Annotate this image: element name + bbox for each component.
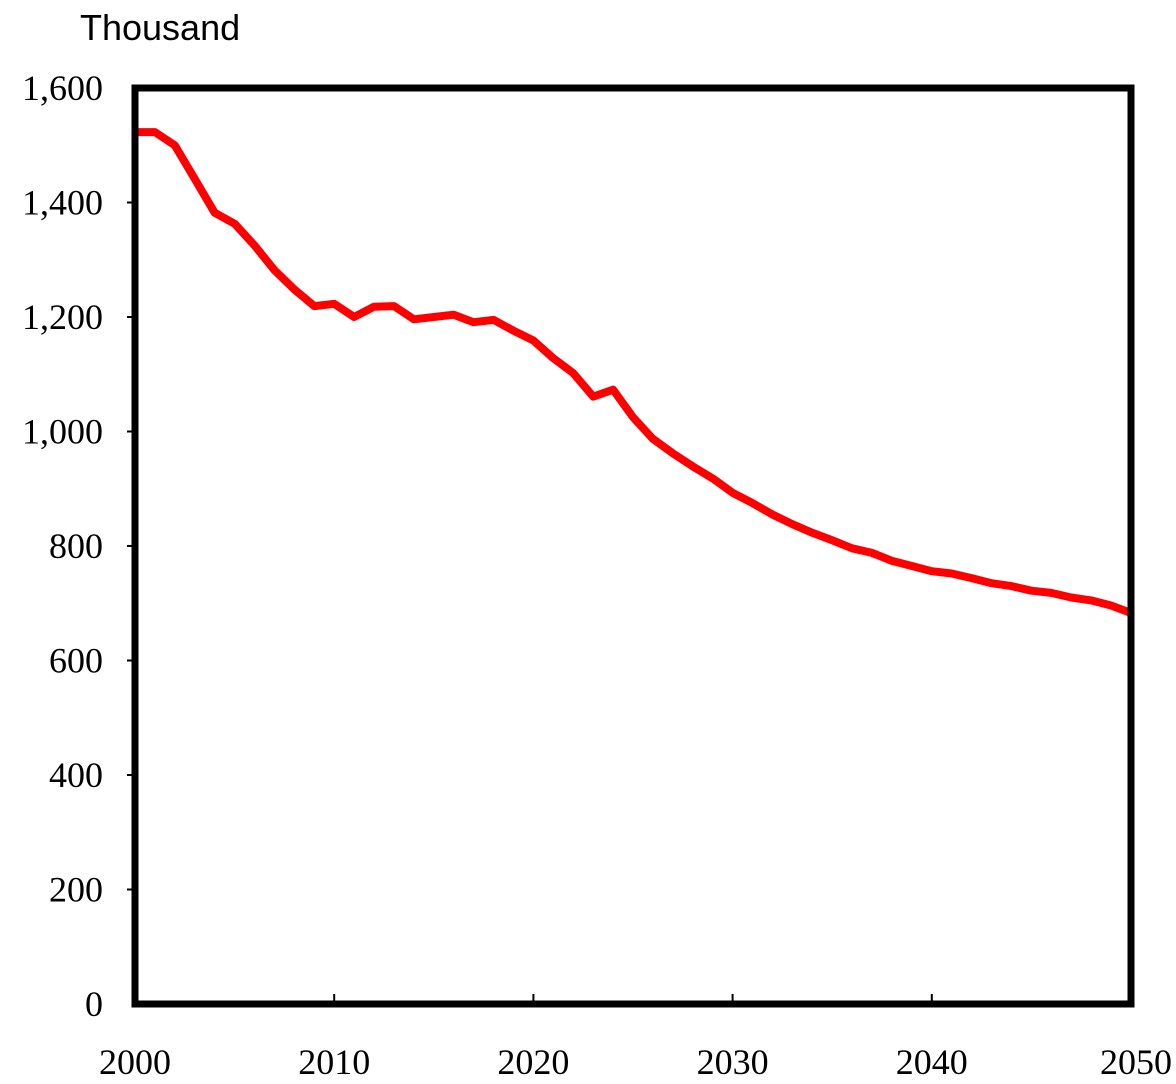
series-line [135,128,1133,617]
y-tick-label: 1,000 [22,412,103,452]
y-tick-label: 600 [49,641,103,681]
x-axis: 2000 2010 2020 2030 2040 2050 [99,994,1172,1082]
x-tick-label: 2020 [497,1042,569,1082]
x-tick-label: 2040 [896,1042,968,1082]
x-tick-label: 2010 [298,1042,370,1082]
y-tick-label: 800 [49,526,103,566]
y-unit-label: Thousand [80,7,240,48]
y-tick-label: 1,400 [22,183,103,223]
plot-frame [131,84,1135,1008]
x-tick-label: 2000 [99,1042,171,1082]
y-tick-label: 400 [49,755,103,795]
y-axis: 0 200 400 600 800 1,000 1,200 1,400 1,600 [22,68,135,1024]
y-tick-label: 200 [49,870,103,910]
x-tick-label: 2050 [1100,1042,1172,1082]
x-tick-label: 2030 [697,1042,769,1082]
y-tick-label: 1,200 [22,297,103,337]
y-tick-label: 0 [85,984,103,1024]
y-tick-label: 1,600 [22,68,103,108]
series-layer [135,128,1133,617]
